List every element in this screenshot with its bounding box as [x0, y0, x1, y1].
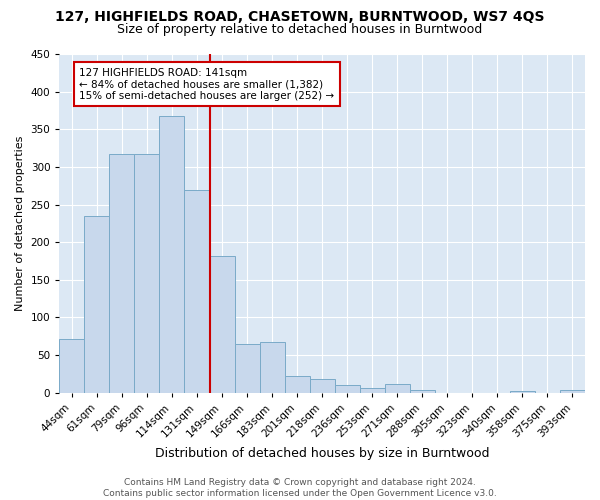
Bar	[310, 379, 335, 393]
Bar	[209, 256, 235, 393]
Bar	[335, 386, 360, 393]
Bar	[184, 190, 209, 393]
Bar	[59, 340, 85, 393]
Text: 127, HIGHFIELDS ROAD, CHASETOWN, BURNTWOOD, WS7 4QS: 127, HIGHFIELDS ROAD, CHASETOWN, BURNTWO…	[55, 10, 545, 24]
Y-axis label: Number of detached properties: Number of detached properties	[15, 136, 25, 311]
Bar	[385, 384, 410, 393]
Bar	[284, 376, 310, 393]
X-axis label: Distribution of detached houses by size in Burntwood: Distribution of detached houses by size …	[155, 447, 490, 460]
Text: Contains HM Land Registry data © Crown copyright and database right 2024.
Contai: Contains HM Land Registry data © Crown c…	[103, 478, 497, 498]
Bar	[260, 342, 284, 393]
Bar	[85, 216, 109, 393]
Bar	[109, 154, 134, 393]
Bar	[360, 388, 385, 393]
Text: 127 HIGHFIELDS ROAD: 141sqm
← 84% of detached houses are smaller (1,382)
15% of : 127 HIGHFIELDS ROAD: 141sqm ← 84% of det…	[79, 68, 334, 101]
Bar	[160, 116, 184, 393]
Text: Size of property relative to detached houses in Burntwood: Size of property relative to detached ho…	[118, 22, 482, 36]
Bar	[235, 344, 260, 393]
Bar	[510, 390, 535, 393]
Bar	[134, 154, 160, 393]
Bar	[410, 390, 435, 393]
Bar	[560, 390, 585, 393]
